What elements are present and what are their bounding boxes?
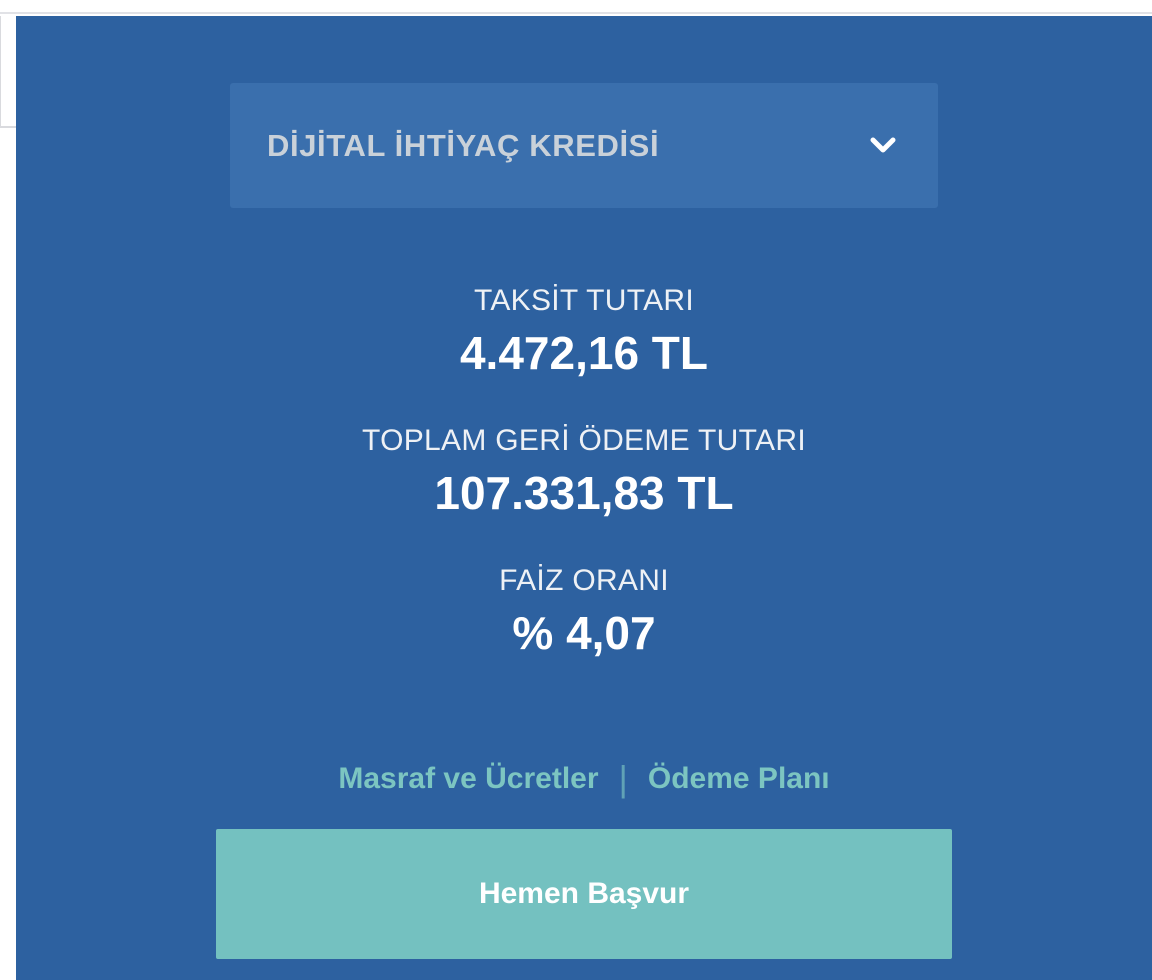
interest-rate-value: % 4,07 [512,607,656,659]
top-bar [0,0,1152,14]
total-repayment-label: TOPLAM GERİ ÖDEME TUTARI [362,424,806,457]
left-gutter-border [0,16,1,127]
links-divider: | [618,758,628,799]
installment-amount-value: 4.472,16 TL [459,327,709,379]
left-gutter-divider [0,126,16,128]
link-payment-plan[interactable]: Ödeme Planı [647,762,830,795]
interest-rate-label: FAİZ ORANI [499,564,669,597]
loan-calculator-panel: DİJİTAL İHTİYAÇ KREDİSİ TAKSİT TUTARI 4.… [16,16,1152,980]
total-repayment-stat: TOPLAM GERİ ÖDEME TUTARI 107.331,83 TL [362,424,806,519]
product-dropdown[interactable]: DİJİTAL İHTİYAÇ KREDİSİ [230,83,938,208]
product-dropdown-label: DİJİTAL İHTİYAÇ KREDİSİ [267,127,660,163]
apply-now-button[interactable]: Hemen Başvur [216,829,952,959]
total-repayment-value: 107.331,83 TL [434,467,734,519]
installment-amount-label: TAKSİT TUTARI [473,284,695,317]
interest-rate-stat: FAİZ ORANI % 4,07 [499,564,669,659]
installment-amount-stat: TAKSİT TUTARI 4.472,16 TL [459,284,709,379]
detail-links: Masraf ve Ücretler | Ödeme Planı [338,758,830,799]
chevron-down-icon [870,137,896,154]
loan-summary: TAKSİT TUTARI 4.472,16 TL TOPLAM GERİ ÖD… [362,284,806,659]
link-costs-and-fees[interactable]: Masraf ve Ücretler [338,762,599,795]
